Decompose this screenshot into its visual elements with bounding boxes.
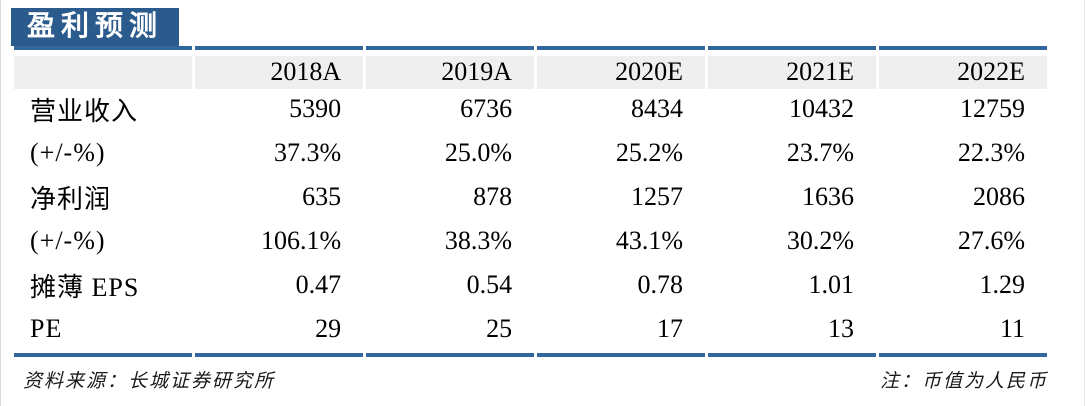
column-header-2020e: 2020E (537, 50, 706, 89)
cell-value: 10432 (789, 94, 855, 123)
cell-value: 23.7% (786, 138, 855, 167)
cell-value: 38.3% (444, 226, 513, 255)
cell-value: 106.1% (260, 226, 342, 255)
cell-value: 1257 (631, 182, 684, 211)
cell-value: 6736 (460, 94, 513, 123)
cell-value: 27.6% (957, 226, 1025, 255)
rule-segment (14, 353, 193, 357)
currency-note: 注：币值为人民币 (879, 371, 1048, 392)
cell-value: 0.47 (295, 270, 342, 299)
cell-value: 43.1% (615, 226, 684, 255)
cell-value: 11 (999, 314, 1025, 343)
rule-segment (537, 46, 706, 50)
cell-value: 8434 (631, 94, 684, 123)
cell-value: 1.01 (808, 270, 855, 299)
rule-segment (366, 353, 535, 357)
row-label: PE (30, 314, 63, 343)
rule-segment (879, 353, 1047, 357)
rule-segment (195, 353, 364, 357)
cell-value: 17 (657, 314, 684, 343)
table-top-rule (14, 46, 1047, 50)
row-label: 营业收入 (30, 96, 139, 126)
row-label: (+/-%) (30, 226, 106, 255)
cell-value: 1.29 (979, 270, 1026, 299)
row-label: (+/-%) (30, 138, 106, 167)
rule-segment (366, 46, 535, 50)
rule-segment (14, 46, 193, 50)
rule-segment (708, 46, 877, 50)
table-row-revenue-growth: (+/-%) 37.3% 25.0% 25.2% 23.7% 22.3% (14, 133, 1047, 177)
column-header-2022e: 2022E (879, 50, 1047, 89)
rule-segment (195, 46, 364, 50)
cell-value: 25.0% (444, 138, 513, 167)
cell-value: 30.2% (786, 226, 855, 255)
column-header-blank (14, 50, 193, 89)
cell-value: 5390 (289, 94, 342, 123)
column-header-2019a: 2019A (366, 50, 535, 89)
section-title: 盈利预测 (11, 8, 180, 46)
rule-segment (879, 46, 1047, 50)
cell-value: 1636 (802, 182, 855, 211)
cell-value: 12759 (960, 94, 1025, 123)
header-row: 2018A 2019A 2020E 2021E 2022E (14, 50, 1047, 89)
cell-value: 0.54 (466, 270, 513, 299)
cell-value: 25 (486, 314, 513, 343)
table-row-revenue: 营业收入 5390 6736 8434 10432 12759 (14, 89, 1047, 133)
cell-value: 22.3% (957, 138, 1025, 167)
row-label: 净利润 (30, 184, 112, 214)
cell-value: 2086 (973, 182, 1025, 211)
table-bottom-rule (14, 353, 1047, 357)
table-row-pe: PE 29 25 17 13 11 (14, 309, 1047, 353)
source-note: 资料来源：长城证券研究所 (23, 371, 276, 392)
cell-value: 878 (473, 182, 513, 211)
table-row-net-profit: 净利润 635 878 1257 1636 2086 (14, 177, 1047, 221)
cell-value: 0.78 (637, 270, 684, 299)
cell-value: 13 (828, 314, 855, 343)
cell-value: 29 (315, 314, 342, 343)
column-header-2018a: 2018A (195, 50, 364, 89)
table-footnotes: 资料来源：长城证券研究所 注：币值为人民币 (11, 366, 1050, 393)
profit-forecast-table: 2018A 2019A 2020E 2021E 2022E 营业收入 5390 … (11, 46, 1050, 357)
cell-value: 25.2% (615, 138, 684, 167)
row-label: 摊薄 EPS (30, 272, 140, 302)
rule-segment (708, 353, 877, 357)
table-row-diluted-eps: 摊薄 EPS 0.47 0.54 0.78 1.01 1.29 (14, 265, 1047, 309)
column-header-2021e: 2021E (708, 50, 877, 89)
cell-value: 37.3% (273, 138, 342, 167)
table-row-net-profit-growth: (+/-%) 106.1% 38.3% 43.1% 30.2% 27.6% (14, 221, 1047, 265)
cell-value: 635 (302, 182, 342, 211)
rule-segment (537, 353, 706, 357)
